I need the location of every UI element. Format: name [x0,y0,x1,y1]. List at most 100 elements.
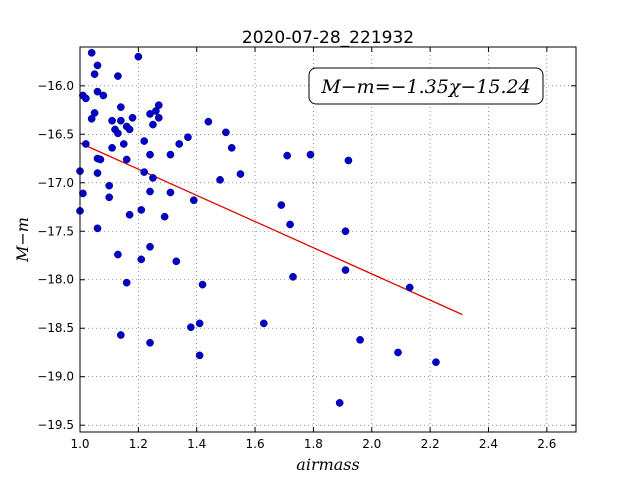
data-point [128,113,137,122]
x-tick-label: 2.4 [479,437,498,451]
data-point [146,110,154,118]
data-point [236,170,245,178]
data-point [222,128,230,137]
data-point [99,91,108,100]
data-point [87,114,96,123]
x-tick-label: 1.8 [304,437,323,451]
data-point [93,224,102,233]
y-tick-label: −17.0 [37,176,74,190]
x-tick-label: 2.6 [537,437,556,451]
data-point [166,150,175,159]
data-point [198,280,207,289]
data-point [105,193,114,202]
y-axis-label: M−m [13,217,32,263]
x-tick-label: 2.0 [362,437,381,451]
y-tick-label: −17.5 [37,224,74,238]
data-point [87,48,96,57]
data-point [204,117,213,126]
data-point [195,351,204,360]
data-point [344,156,353,165]
y-tick-label: −16.0 [37,79,74,93]
data-point [116,116,125,125]
data-point [356,336,364,344]
data-point [195,319,204,328]
fit-annotation: M−m=−1.35χ−15.24 [308,67,544,105]
data-point [96,155,105,164]
data-point [289,272,297,281]
data-point [306,150,315,159]
y-tick-label: −18.0 [37,273,74,287]
data-point [154,113,163,122]
data-point [405,283,414,292]
data-point [189,196,198,205]
data-point [184,133,192,142]
data-point [187,323,195,332]
data-point [146,338,154,347]
data-point [119,140,128,148]
data-point [114,72,122,80]
data-point [90,70,99,79]
data-point [125,125,134,134]
data-point [286,220,294,229]
data-point [134,52,143,61]
data-point [137,206,146,214]
data-point [149,174,157,182]
data-point [140,168,149,176]
y-tick-label: −16.5 [37,127,74,141]
data-point [341,227,350,236]
data-point [137,255,146,264]
data-point [108,144,116,152]
x-tick-label: 2.2 [421,437,440,451]
data-point [216,176,224,184]
data-point [105,181,114,190]
data-point [125,210,134,219]
data-point [146,187,154,196]
x-tick-label: 1.0 [70,437,89,451]
data-point [93,169,102,177]
data-point [114,129,122,138]
data-point [146,150,154,159]
data-point [93,87,102,96]
data-point [227,144,236,152]
data-point [160,212,169,221]
data-point [172,257,181,266]
grid [79,47,576,432]
plot-frame [79,46,577,433]
data-point [116,103,125,111]
data-point [277,201,286,209]
data-point [93,61,102,70]
chart-title: 2020-07-28_221932 [242,28,414,48]
fit-annotation-text: M−m=−1.35χ−15.24 [320,76,530,98]
x-tick-label: 1.6 [246,437,265,451]
data-point [146,242,154,251]
data-point [81,94,90,103]
data-point [394,348,402,357]
data-point [335,399,344,407]
plot-area: 1.0 1.2 1.4 1.6 1.8 2.0 2.2 2.4 2.6 −16.0 −16.5 −17… [37,46,577,451]
y-tick-label: −18.5 [37,321,74,335]
data-point [114,250,122,259]
data-point [81,140,90,148]
data-point [432,358,440,367]
x-tick-label: 1.4 [187,437,206,451]
x-tick-label: 1.2 [129,437,148,451]
data-point [166,188,175,197]
data-point [341,266,350,274]
data-point [108,116,116,125]
data-point [140,137,149,145]
data-point [283,151,292,160]
y-tick-label: −19.5 [37,418,74,432]
data-point [116,331,125,339]
plot-background [80,47,576,432]
data-point [259,319,268,328]
x-axis-label: airmass [296,455,359,474]
y-tick-label: −19.0 [37,370,74,384]
data-point [79,189,87,198]
data-point [175,140,184,148]
fit-annotation-box [308,67,544,105]
data-point [149,120,157,129]
data-point [122,155,131,164]
axis-ticks: 1.0 1.2 1.4 1.6 1.8 2.0 2.2 2.4 2.6 −16.0 −16.5 −17… [37,47,576,451]
data-point [122,278,131,287]
